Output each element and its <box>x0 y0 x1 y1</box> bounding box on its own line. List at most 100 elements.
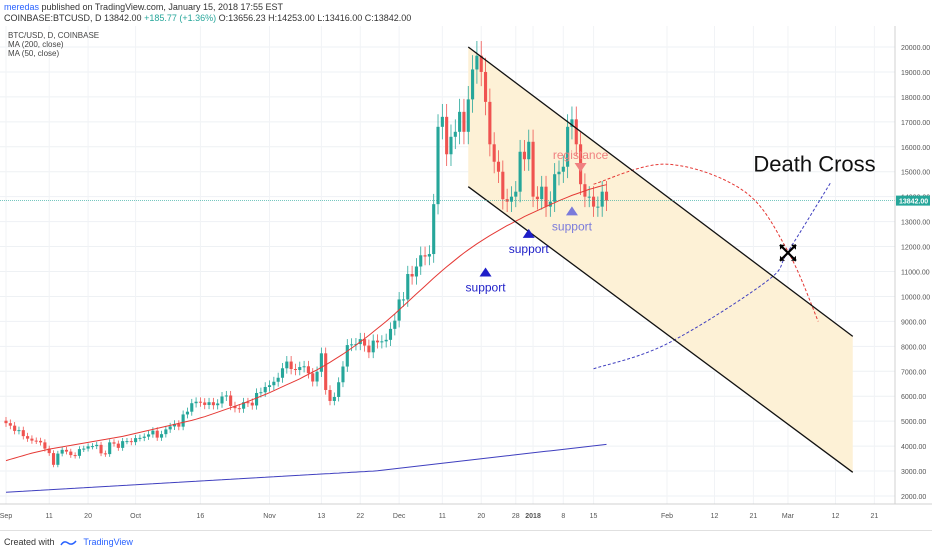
candle-body <box>527 141 531 160</box>
y-tick-label: 18000.00 <box>901 95 930 102</box>
candle-body <box>367 345 371 353</box>
grid <box>0 26 895 504</box>
x-tick-label: Nov <box>263 513 276 520</box>
author-link[interactable]: meredas <box>4 2 40 12</box>
candle-body <box>112 442 116 444</box>
y-tick-label: 11000.00 <box>901 270 930 277</box>
candle-body <box>224 395 228 397</box>
candle-body <box>393 320 397 329</box>
candle-body <box>453 131 457 137</box>
candle-body <box>522 151 526 160</box>
candle-body <box>267 385 272 387</box>
price-axis[interactable]: 2000.00 3000.00 4000.00 5000.00 6000.00 7000.… <box>901 45 930 501</box>
candle-body <box>246 402 250 404</box>
candle-body <box>518 151 522 192</box>
candle-body <box>134 438 138 443</box>
candle-body <box>13 425 17 431</box>
x-tick-label: 20 <box>477 513 485 520</box>
chart-legend: BTC/USD, D, COINBASE MA (200, close) MA … <box>8 31 99 58</box>
candle-body <box>419 255 423 267</box>
candle-body <box>190 403 194 412</box>
candle-body <box>51 453 56 465</box>
x-tick-label: Feb <box>661 513 673 520</box>
cross-marker-icon <box>779 244 797 262</box>
x-tick-label: Dec <box>393 513 406 520</box>
support-label: support <box>509 242 550 256</box>
candle-body <box>138 437 142 439</box>
x-tick-label: Sep <box>0 513 12 520</box>
candle-body <box>540 186 544 200</box>
candle-body <box>116 443 120 448</box>
candle-body <box>207 402 211 405</box>
candle-body <box>553 174 557 202</box>
candle-body <box>488 101 492 145</box>
last-price-bg <box>896 195 930 206</box>
candle-body <box>423 255 427 257</box>
legend-ma50[interactable]: MA (50, close) <box>8 49 60 58</box>
candle-body <box>203 402 207 405</box>
candle-body <box>363 339 367 346</box>
cross-arrowhead-icon <box>790 244 796 250</box>
candle-body <box>77 449 81 456</box>
candle-body <box>380 341 384 343</box>
candle-body <box>341 366 345 383</box>
legend-ma200[interactable]: MA (200, close) <box>8 40 64 49</box>
publish-line: meredas published on TradingView.com, Ja… <box>4 2 283 13</box>
candle-body <box>436 126 440 205</box>
y-tick-label: 13000.00 <box>901 220 930 227</box>
candle-body <box>142 436 146 438</box>
tradingview-link[interactable]: TradingView <box>83 537 133 547</box>
candle-body <box>185 411 190 415</box>
candle-body <box>496 161 501 172</box>
x-tick-label: 21 <box>870 513 878 520</box>
candle-body <box>328 389 332 401</box>
candle-body <box>276 377 280 382</box>
candle-body <box>604 191 609 201</box>
cross-arrowhead-icon <box>779 255 785 261</box>
candle-body <box>345 345 349 367</box>
y-tick-label: 16000.00 <box>901 145 930 152</box>
candle-body <box>375 340 380 343</box>
candle-body <box>181 414 185 427</box>
candle-body <box>449 136 453 155</box>
candle-body <box>229 395 233 406</box>
candle-body <box>406 273 410 300</box>
candle-body <box>350 344 354 346</box>
candle-body <box>432 204 436 255</box>
price-change: +185.77 (+1.36%) <box>144 13 217 23</box>
channel-fill <box>468 47 853 473</box>
candle-body <box>108 442 112 455</box>
candle-body <box>26 436 30 439</box>
candle-body <box>458 111 462 132</box>
ohlc-line: COINBASE:BTCUSD, D 13842.00 +185.77 (+1.… <box>4 13 411 24</box>
x-tick-label: Mar <box>782 513 795 520</box>
candle-body <box>194 401 198 404</box>
candle-body <box>600 191 604 207</box>
candle-body <box>557 171 561 175</box>
x-tick-label: 13 <box>317 513 325 520</box>
x-tick-label: 12 <box>832 513 840 520</box>
last-price-label: 13842.00 <box>899 199 928 206</box>
cross-arrowhead-icon <box>790 255 796 261</box>
candle-body <box>371 340 375 353</box>
candle-body <box>198 401 202 403</box>
cross-arrowhead-icon <box>779 244 785 250</box>
candle-body <box>95 444 99 447</box>
candle-body <box>64 449 69 452</box>
candle-body <box>596 206 600 208</box>
ohlc-values: O:13656.23 H:14253.00 L:13416.00 C:13842… <box>216 13 412 23</box>
x-tick-label: Oct <box>130 513 141 520</box>
candle-body <box>56 453 60 465</box>
y-tick-label: 2000.00 <box>901 494 926 501</box>
y-tick-label: 20000.00 <box>901 45 930 52</box>
candle-body <box>479 55 483 72</box>
time-axis[interactable]: Sep 11 20 Oct 16 Nov 13 22 Dec 11 20 28 2018 8 15 Feb 12… <box>0 513 878 520</box>
resistance-label: registance <box>553 148 609 162</box>
channel-upper-line[interactable] <box>467 46 854 337</box>
candle-body <box>242 402 246 409</box>
candle-body <box>250 402 254 406</box>
candle-body <box>280 368 285 378</box>
candle-body <box>514 191 518 197</box>
